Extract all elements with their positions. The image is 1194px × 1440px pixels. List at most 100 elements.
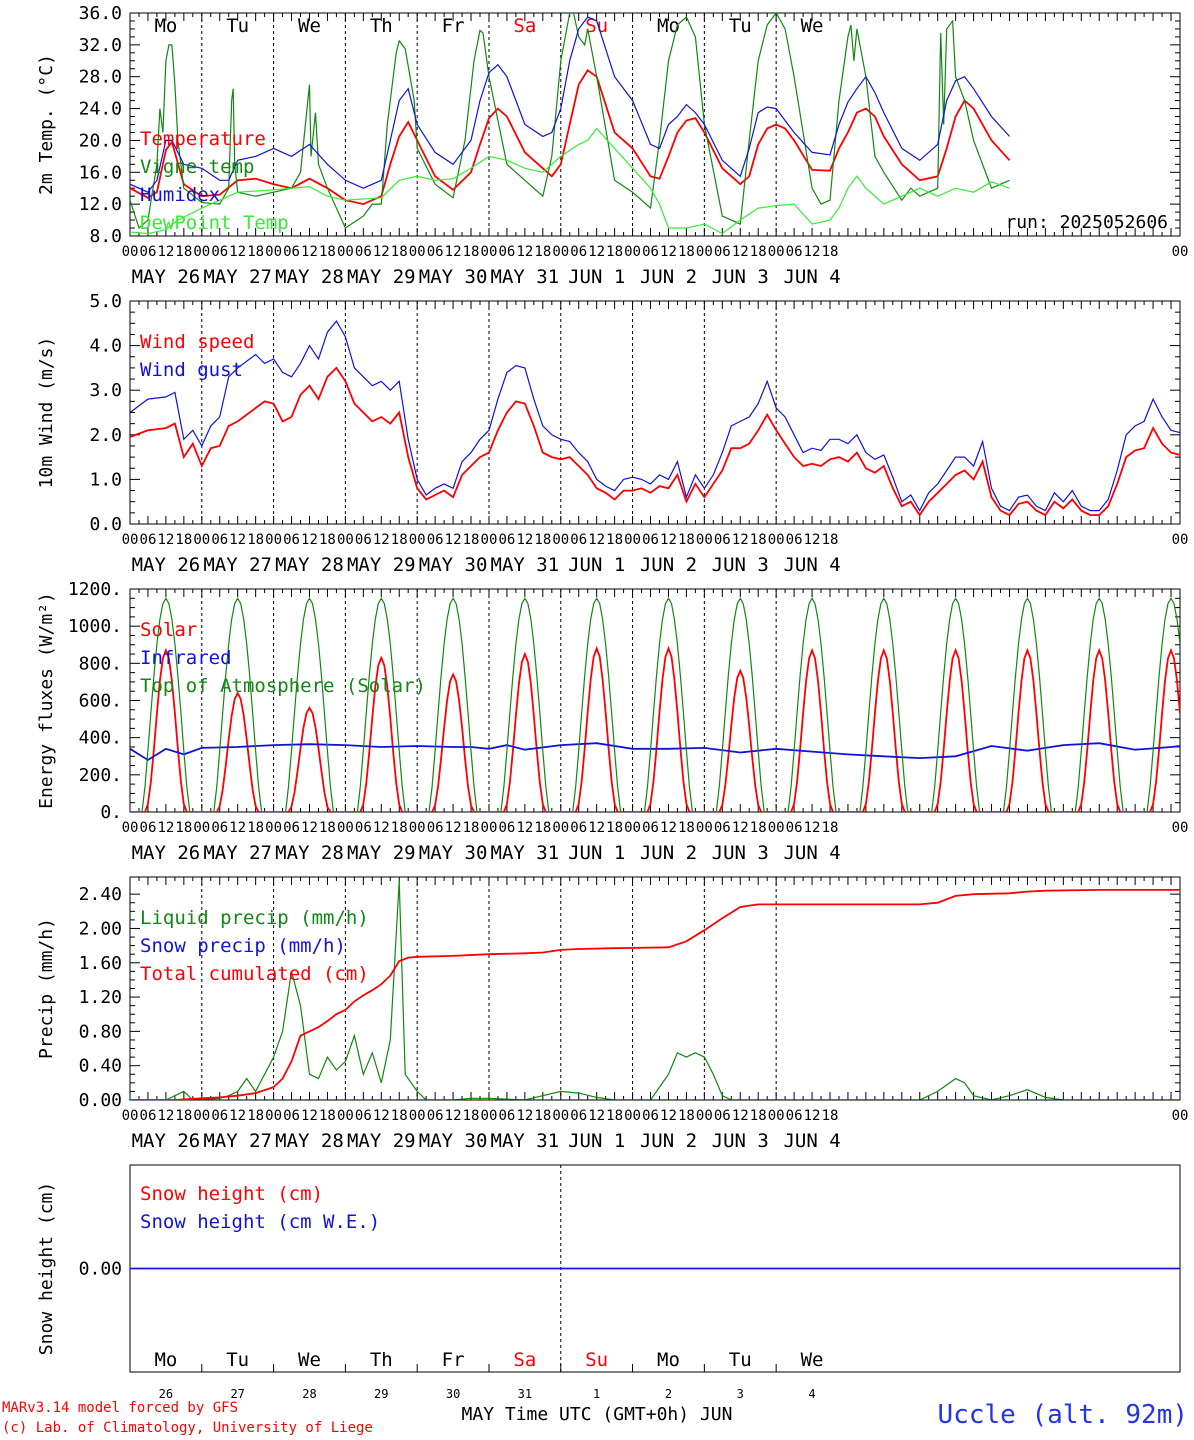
hour-label: 00	[337, 1108, 354, 1124]
series-group	[130, 881, 1180, 1100]
hour-label: 06	[355, 1108, 372, 1124]
hour-label: 18	[247, 244, 264, 260]
hour-label: 12	[445, 1108, 462, 1124]
hour-label: 06	[427, 820, 444, 836]
legend-entry: Humidex	[140, 184, 220, 206]
hour-label: 12	[804, 532, 821, 548]
date-label: JUN 4	[783, 554, 840, 576]
date-label: JUN 4	[783, 842, 840, 864]
hour-label: 12	[301, 532, 318, 548]
series-group	[130, 320, 1180, 517]
day-number-label: 26	[159, 1387, 173, 1401]
hour-label: 00	[552, 820, 569, 836]
hour-label: 12	[516, 1108, 533, 1124]
hour-label: 12	[588, 532, 605, 548]
hour-label: 18	[319, 820, 336, 836]
y-tick-label: 3.0	[89, 380, 122, 401]
weekday-label: Mo	[657, 15, 680, 37]
series-line-top-of-atmosphere-solar-	[130, 597, 1180, 812]
hour-label: 06	[283, 244, 300, 260]
weekday-label: We	[801, 1349, 824, 1371]
date-label: MAY 30	[419, 1130, 488, 1152]
hour-label: 12	[229, 820, 246, 836]
hour-label: 06	[140, 820, 157, 836]
date-label: JUN 4	[783, 1130, 840, 1152]
hour-label: 18	[606, 244, 623, 260]
legend-entry: Infrared	[140, 647, 232, 669]
hour-label: 12	[732, 244, 749, 260]
date-label: MAY 27	[203, 554, 272, 576]
day-number-label: 3	[737, 1387, 744, 1401]
weekday-label: Tu	[729, 1349, 752, 1371]
hour-label: 06	[283, 820, 300, 836]
legend-entry: Snow height (cm)	[140, 1183, 323, 1205]
hour-label: 18	[319, 532, 336, 548]
y-tick-label: 2.00	[79, 918, 122, 939]
hour-label: 18	[391, 1108, 408, 1124]
hour-label: 06	[140, 1108, 157, 1124]
hour-label: 18	[463, 532, 480, 548]
hour-label: 12	[301, 244, 318, 260]
hour-label: 00	[337, 820, 354, 836]
y-tick-label: 200.	[79, 765, 122, 786]
legend-entry: DewPoint Temp	[140, 212, 289, 234]
hour-label: 00	[481, 820, 498, 836]
hour-label: 12	[229, 532, 246, 548]
hour-label: 06	[570, 1108, 587, 1124]
day-number-label: 2	[665, 1387, 672, 1401]
hour-label: 00	[122, 244, 139, 260]
hour-label: 00	[696, 532, 713, 548]
series-group	[130, 13, 1011, 235]
hour-label: 06	[642, 244, 659, 260]
date-label: MAY 29	[347, 554, 416, 576]
date-label: MAY 28	[275, 842, 344, 864]
date-label: JUN 2	[640, 842, 697, 864]
series-line-infrared	[130, 742, 1180, 762]
day-number-label: 1	[593, 1387, 600, 1401]
day-number-label: 29	[374, 1387, 388, 1401]
weekday-label: We	[298, 1349, 321, 1371]
weekday-label: Sa	[513, 1349, 536, 1371]
hour-label: 00	[122, 1108, 139, 1124]
hour-label: 18	[534, 820, 551, 836]
hour-label: 06	[211, 244, 228, 260]
legend-entry: Snow height (cm W.E.)	[140, 1211, 380, 1233]
hour-label: 06	[786, 532, 803, 548]
date-label: MAY 27	[203, 842, 272, 864]
day-number-label: 28	[302, 1387, 316, 1401]
hour-label: 06	[786, 1108, 803, 1124]
legend-entry: Wind speed	[140, 331, 254, 353]
date-label: MAY 27	[203, 1130, 272, 1152]
date-label: JUN 3	[712, 266, 769, 288]
hour-label: 12	[516, 820, 533, 836]
date-label: JUN 1	[568, 842, 625, 864]
weekday-label: Tu	[729, 15, 752, 37]
hour-label: 18	[606, 532, 623, 548]
legend-entry: Liquid precip (mm/h)	[140, 907, 369, 929]
y-tick-label: 0.00	[79, 1090, 122, 1111]
y-tick-label: 800.	[79, 653, 122, 674]
hour-label: 06	[570, 244, 587, 260]
hour-label: 18	[606, 820, 623, 836]
date-label: MAY 30	[419, 554, 488, 576]
date-label: MAY 28	[275, 554, 344, 576]
y-tick-label: 16.0	[79, 162, 122, 183]
hour-label: 06	[140, 532, 157, 548]
date-label: JUN 2	[640, 266, 697, 288]
hour-label: 18	[175, 532, 192, 548]
hour-label: 12	[588, 244, 605, 260]
hour-label: 18	[175, 1108, 192, 1124]
day-number-label: 30	[446, 1387, 460, 1401]
hour-label: 00	[624, 244, 641, 260]
hour-label: 12	[660, 820, 677, 836]
hour-label: 18	[319, 244, 336, 260]
hour-label: 12	[804, 1108, 821, 1124]
x-axis-label-text: Time UTC (GMT+0h)	[504, 1404, 690, 1425]
hour-label: 18	[463, 820, 480, 836]
hour-label: 00	[552, 244, 569, 260]
weekday-label: Mo	[657, 1349, 680, 1371]
day-number-label: 27	[230, 1387, 244, 1401]
date-label: MAY 26	[132, 266, 201, 288]
hour-label: 18	[750, 820, 767, 836]
